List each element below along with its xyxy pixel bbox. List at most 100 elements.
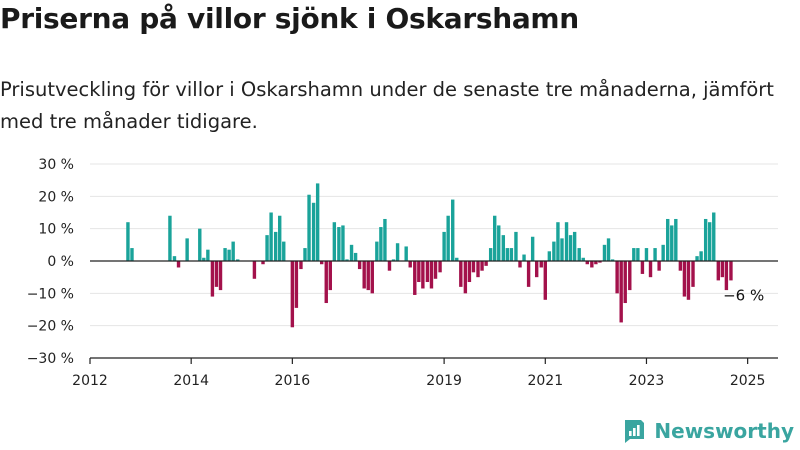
bar: [670, 225, 674, 261]
bar: [729, 261, 733, 281]
bar: [446, 215, 450, 261]
bar: [708, 222, 712, 261]
bar: [691, 261, 695, 287]
bar: [547, 251, 552, 261]
bar: [387, 261, 392, 271]
bar: [666, 218, 670, 261]
bar: [716, 261, 721, 281]
bar: [674, 218, 678, 261]
bar: [319, 261, 324, 265]
bar: [476, 261, 480, 278]
bar: [724, 261, 729, 291]
bar: [451, 199, 455, 261]
y-tick-label: 30 %: [38, 157, 74, 173]
bar: [530, 236, 535, 261]
bar: [206, 249, 210, 261]
bar: [585, 261, 589, 265]
bar: [345, 259, 349, 261]
bar: [294, 261, 299, 308]
x-tick-label: 2012: [72, 373, 108, 389]
bar: [395, 243, 400, 261]
bar: [290, 261, 295, 328]
bar: [265, 235, 269, 261]
bar: [168, 215, 172, 261]
bar: [488, 248, 493, 261]
bar: [682, 261, 687, 297]
y-tick-label: −10 %: [27, 286, 74, 302]
bar: [218, 261, 223, 291]
bar: [560, 238, 564, 261]
bar: [661, 244, 665, 261]
bar: [408, 261, 412, 268]
bar: [459, 261, 463, 287]
x-tick-label: 2025: [730, 373, 766, 389]
bar: [505, 248, 510, 261]
axes: [89, 260, 778, 364]
bar: [357, 261, 362, 270]
bar: [202, 257, 206, 261]
latest-value-label: −6 %: [723, 286, 764, 304]
bar: [606, 238, 611, 261]
bar: [425, 261, 430, 283]
bar: [299, 261, 303, 270]
bar: [564, 222, 569, 261]
bar: [328, 261, 332, 291]
bar: [315, 183, 320, 261]
bar: [366, 261, 370, 291]
bar: [303, 248, 307, 261]
bar: [236, 259, 240, 261]
bar: [438, 261, 442, 273]
bar: [619, 261, 623, 323]
bar: [282, 241, 286, 261]
bar: [214, 261, 219, 287]
bar: [421, 261, 425, 289]
y-tick-label: −30 %: [27, 351, 74, 367]
bar: [602, 244, 607, 261]
bar: [337, 227, 341, 261]
chart-subtitle: Prisutveckling för villor i Oskarshamn u…: [0, 78, 774, 133]
bar: [278, 215, 282, 261]
bar: [227, 249, 231, 261]
bar: [353, 252, 358, 261]
brand-logo: Newsworthy: [622, 418, 794, 444]
bar: [210, 261, 215, 297]
bar: [417, 261, 421, 283]
bar: [552, 241, 556, 261]
bar: [543, 261, 547, 300]
y-tick-label: 0 %: [47, 254, 74, 270]
bar: [534, 261, 539, 278]
bar: [539, 261, 543, 268]
bar: [514, 231, 518, 261]
bar: [628, 261, 632, 291]
bar: [341, 225, 345, 261]
bar: [610, 259, 615, 261]
bar: [370, 261, 374, 294]
bar: [594, 261, 598, 265]
bar: [375, 241, 379, 261]
bar: [480, 261, 484, 271]
bar: [598, 261, 602, 263]
bar: [261, 261, 265, 265]
bar: [657, 261, 661, 271]
bar: [695, 256, 699, 261]
bar: [362, 261, 366, 289]
bar: [497, 225, 501, 261]
bar: [712, 212, 716, 261]
bar: [413, 261, 417, 295]
bar: [185, 238, 189, 261]
bar: [501, 235, 506, 261]
bar: [429, 261, 434, 289]
bar: [522, 254, 526, 261]
bar: [526, 261, 531, 287]
tick-labels: 30 % 20 % 10 % 0 % −10 % −20 % −30 % 2012 2014 20…: [27, 157, 766, 389]
bar: [404, 246, 408, 261]
bar: [130, 248, 134, 261]
bar: [231, 241, 235, 261]
bar: [324, 261, 328, 304]
bar: [493, 215, 497, 261]
brand-name: Newsworthy: [654, 419, 794, 443]
bar: [720, 261, 725, 278]
bar: [556, 222, 560, 261]
bar: [223, 248, 227, 261]
bar: [307, 194, 311, 261]
